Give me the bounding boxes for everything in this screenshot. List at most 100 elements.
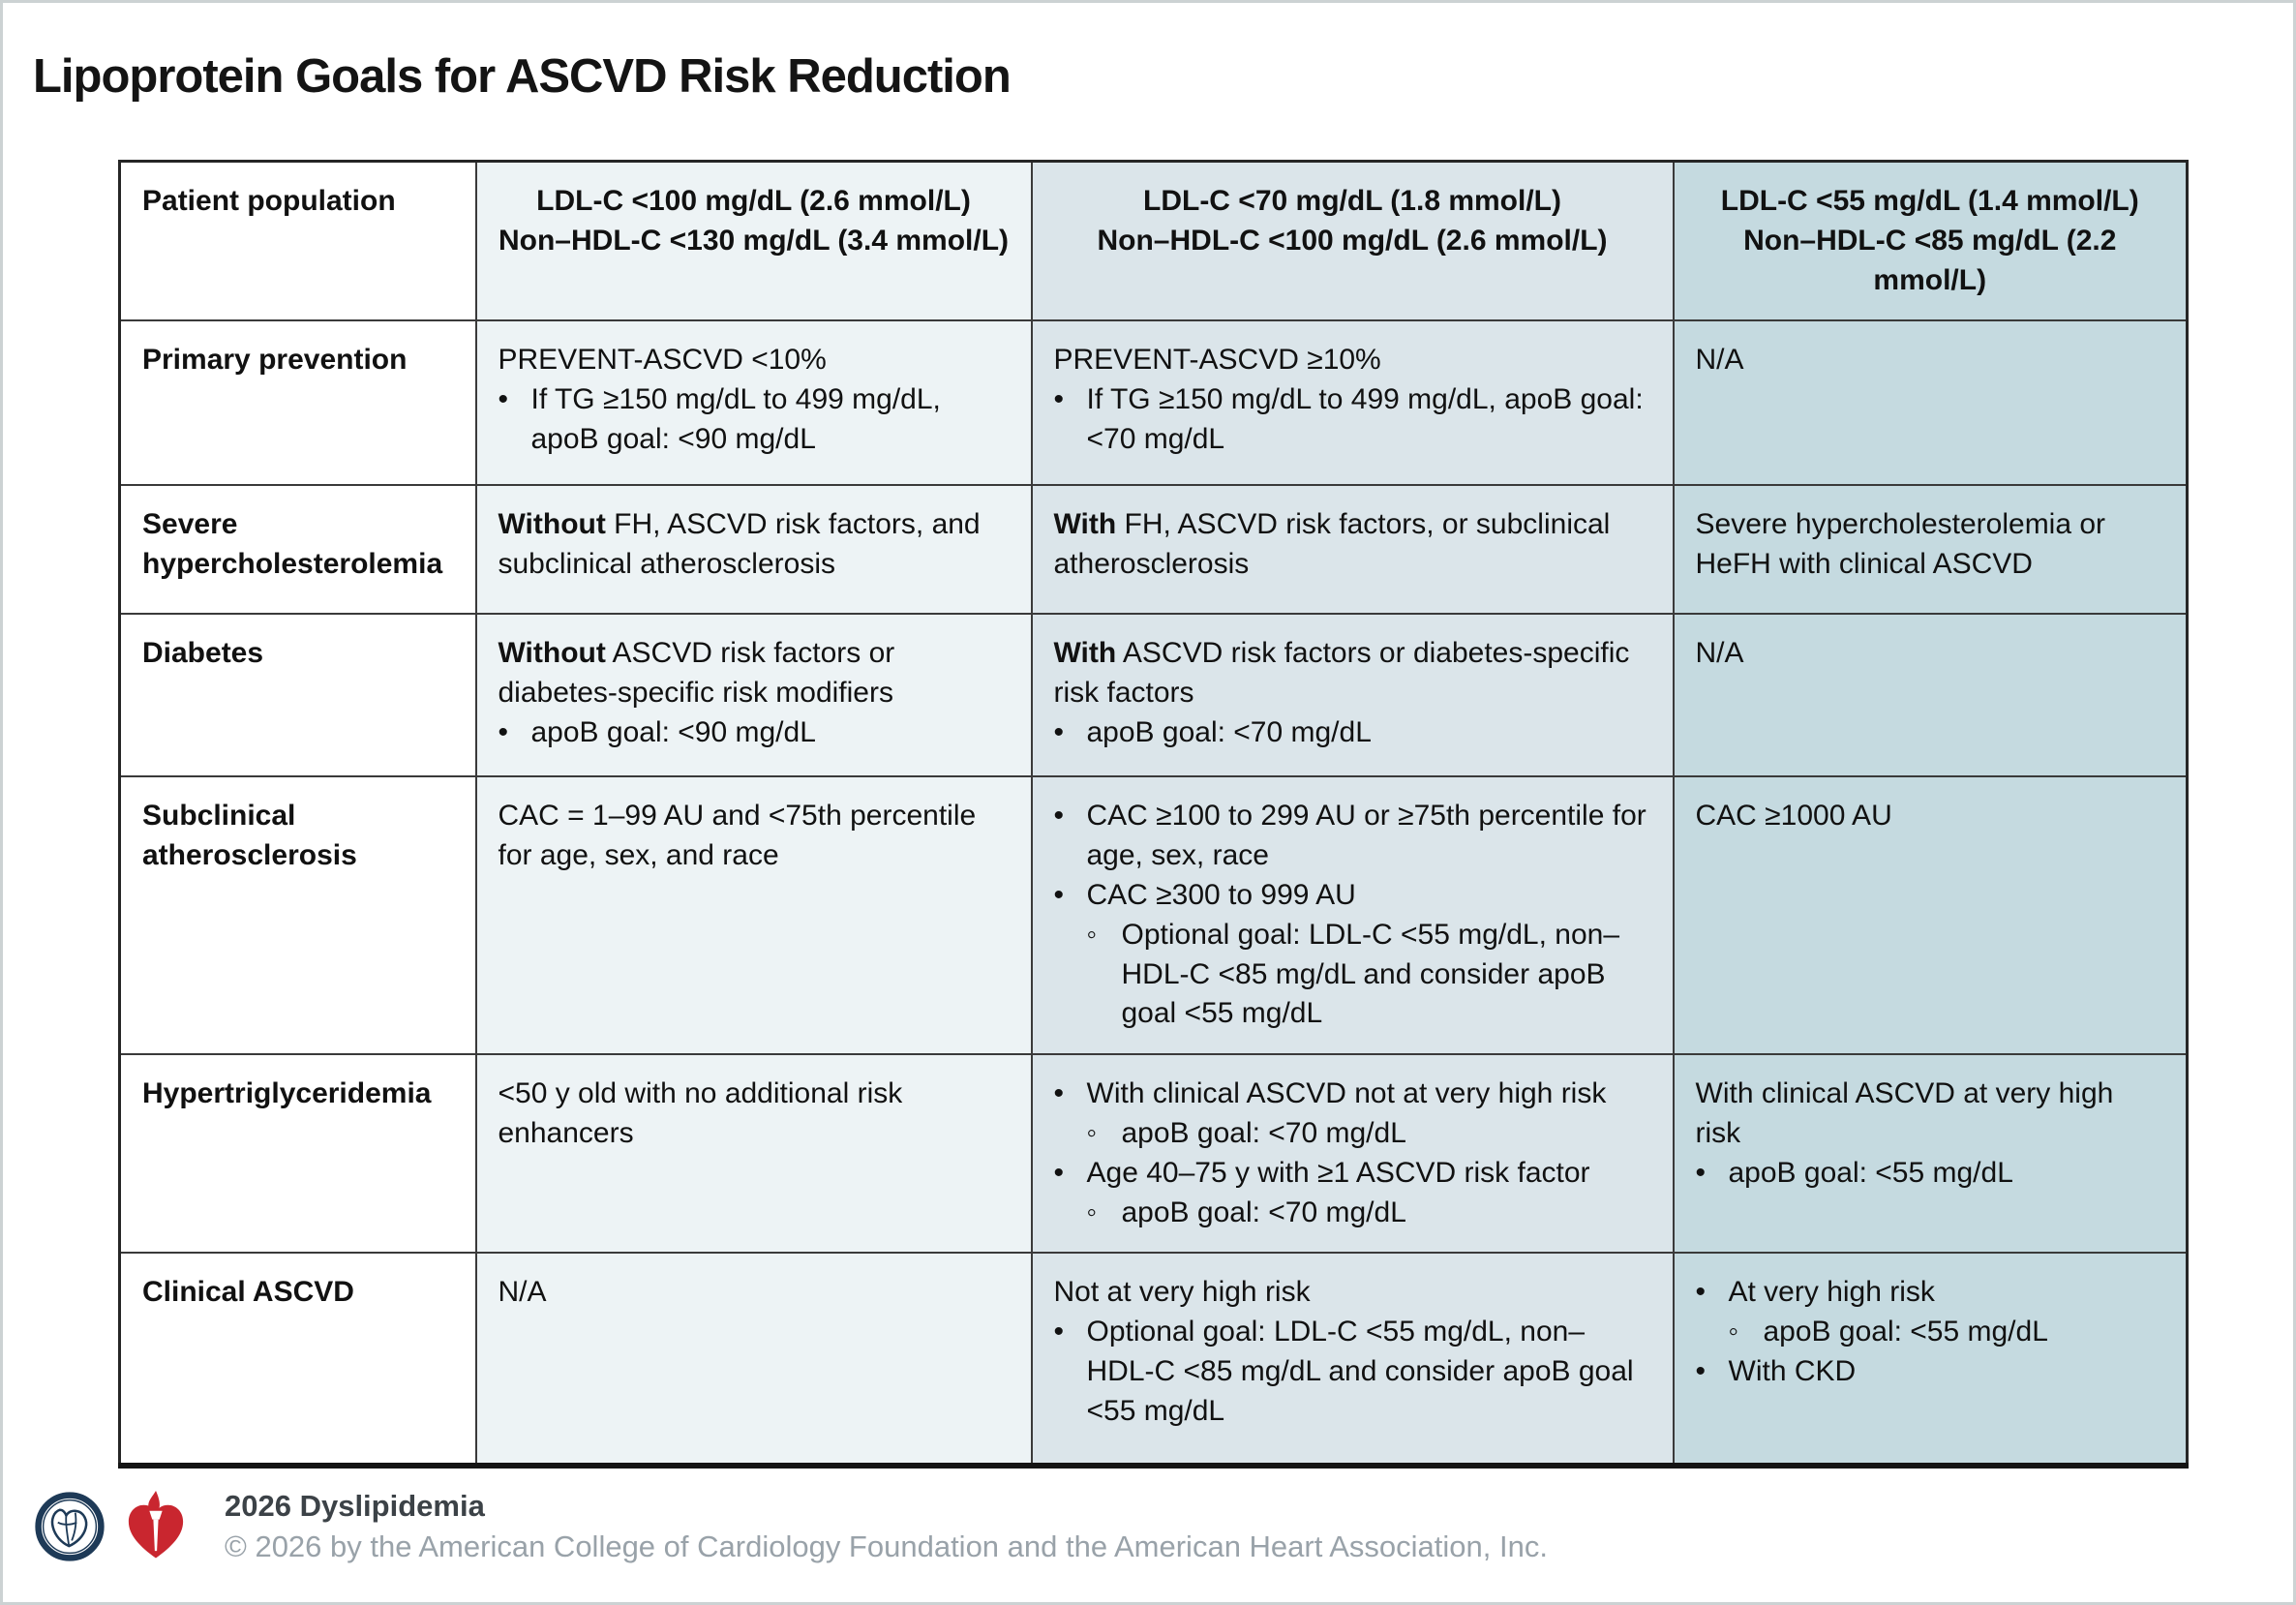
lipoprotein-goals-table: Patient population LDL-C <100 mg/dL (2.6… (118, 160, 2189, 1469)
row-label: Clinical ASCVD (118, 1252, 477, 1468)
page-title: Lipoprotein Goals for ASCVD Risk Reducti… (33, 49, 1012, 103)
cell-text: CAC ≥300 to 999 AU (1086, 878, 1356, 911)
acc-logo-icon (35, 1492, 105, 1561)
cell-text: apoB goal: <90 mg/dL (530, 715, 816, 748)
text-line: With ASCVD risk factors or diabetes-spec… (1054, 634, 1651, 713)
footer-logos (35, 1489, 192, 1564)
cell-text: apoB goal: <70 mg/dL (1121, 1116, 1406, 1149)
footer: 2026 Dyslipidemia © 2026 by the American… (35, 1489, 1548, 1564)
bullet-marker: ◦ (1086, 1116, 1098, 1149)
bullet-marker: • (1053, 878, 1065, 911)
bullet-line: ◦ apoB goal: <55 mg/dL (1729, 1313, 2165, 1352)
cell-text: With clinical ASCVD not at very high ris… (1086, 1077, 1607, 1110)
goal-cell: • With clinical ASCVD not at very high ri… (1030, 1053, 1675, 1255)
bullet-line: • If TG ≥150 mg/dL to 499 mg/dL, apoB goa… (1054, 380, 1651, 460)
cell-text: With CKD (1728, 1354, 1857, 1387)
table-row: Primary prevention PREVENT-ASCVD <10% • If … (118, 319, 2189, 487)
text-line: <50 y old with no additional risk enhanc… (498, 1075, 1010, 1154)
cell-text: PREVENT-ASCVD ≥10% (1053, 344, 1381, 377)
bullet-marker: • (498, 715, 509, 748)
goal-cell: N/A (1672, 319, 2189, 487)
text-line: Without FH, ASCVD risk factors, and subc… (498, 505, 1010, 585)
goal-cell: Not at very high risk • Optional goal: LDL… (1030, 1252, 1675, 1468)
cell-text: N/A (1695, 637, 1744, 670)
bullet-line: • Age 40–75 y with ≥1 ASCVD risk factor (1054, 1154, 1651, 1194)
cell-text: apoB goal: <55 mg/dL (1763, 1316, 2048, 1348)
bullet-line: ◦ apoB goal: <70 mg/dL (1087, 1194, 1651, 1233)
text-line: N/A (498, 1273, 1010, 1313)
bullet-line: • Optional goal: LDL-C <55 mg/dL, non–HDL… (1054, 1313, 1651, 1431)
bullet-marker: ◦ (1086, 918, 1098, 951)
header-goal-column-3: LDL-C <55 mg/dL (1.4 mmol/L) Non–HDL-C <… (1672, 160, 2189, 322)
cell-text: With FH, ASCVD risk factors, or subclini… (1053, 508, 1611, 581)
text-line: CAC ≥1000 AU (1696, 797, 2165, 836)
table-header: Patient population LDL-C <100 mg/dL (2.6… (118, 160, 2189, 322)
text-line: With FH, ASCVD risk factors, or subclini… (1054, 505, 1651, 585)
goal-cell: Without ASCVD risk factors or diabetes-s… (474, 613, 1033, 778)
goal-cell: CAC = 1–99 AU and <75th percentile for a… (474, 775, 1033, 1056)
goal-cell: <50 y old with no additional risk enhanc… (474, 1053, 1033, 1255)
header-nonhdl-goal: Non–HDL-C <130 mg/dL (3.4 mmol/L) (498, 224, 1010, 257)
bullet-marker: • (1053, 1316, 1065, 1348)
header-ldl-goal: LDL-C <70 mg/dL (1.8 mmol/L) (1143, 185, 1561, 217)
goal-cell: • At very high risk ◦ apoB goal: <55 mg/dL •… (1672, 1252, 2189, 1468)
row-label: Hypertriglyceridemia (118, 1053, 477, 1255)
goal-cell: PREVENT-ASCVD <10% • If TG ≥150 mg/dL to 4… (474, 319, 1033, 487)
bullet-line: ◦ apoB goal: <70 mg/dL (1087, 1114, 1651, 1154)
cell-text: <50 y old with no additional risk enhanc… (498, 1077, 903, 1149)
cell-text: apoB goal: <70 mg/dL (1086, 715, 1372, 748)
bullet-marker: • (1695, 1276, 1707, 1309)
footer-text: 2026 Dyslipidemia © 2026 by the American… (225, 1489, 1548, 1564)
cell-text: apoB goal: <70 mg/dL (1121, 1196, 1406, 1228)
cell-text: CAC ≥100 to 299 AU or ≥75th percentile f… (1086, 800, 1646, 872)
goal-cell: N/A (1672, 613, 2189, 778)
goal-cell: With ASCVD risk factors or diabetes-spec… (1030, 613, 1675, 778)
table-row: Diabetes Without ASCVD risk factors or di… (118, 613, 2189, 778)
bullet-line: • CAC ≥300 to 999 AU (1054, 876, 1651, 916)
row-label: Diabetes (118, 613, 477, 778)
goal-cell: N/A (474, 1252, 1033, 1468)
text-line: PREVENT-ASCVD ≥10% (1054, 341, 1651, 380)
goal-cell: Severe hypercholesterolemia or HeFH with… (1672, 484, 2189, 616)
header-ldl-goal: LDL-C <55 mg/dL (1.4 mmol/L) (1720, 185, 2139, 217)
table-row: Clinical ASCVD N/A Not at very high risk • O… (118, 1252, 2189, 1468)
text-line: Not at very high risk (1054, 1273, 1651, 1313)
text-line: N/A (1696, 341, 2165, 380)
bullet-marker: • (1695, 1354, 1707, 1387)
goal-cell: PREVENT-ASCVD ≥10% • If TG ≥150 mg/dL to 4… (1030, 319, 1675, 487)
bullet-line: ◦ Optional goal: LDL-C <55 mg/dL, non–HDL… (1087, 916, 1651, 1034)
cell-text: If TG ≥150 mg/dL to 499 mg/dL, apoB goal… (1086, 383, 1644, 455)
bullet-line: • With CKD (1696, 1352, 2165, 1392)
bullet-line: • CAC ≥100 to 299 AU or ≥75th percentile … (1054, 797, 1651, 876)
cell-text: With clinical ASCVD at very high risk (1695, 1077, 2114, 1149)
bullet-line: • With clinical ASCVD not at very high ri… (1054, 1075, 1651, 1114)
goal-cell: With clinical ASCVD at very high risk • ap… (1672, 1053, 2189, 1255)
text-line: N/A (1696, 634, 2165, 674)
bullet-marker: • (1053, 715, 1065, 748)
header-ldl-goal: LDL-C <100 mg/dL (2.6 mmol/L) (536, 185, 971, 217)
aha-logo-icon (128, 1491, 184, 1559)
cell-text: Severe hypercholesterolemia or HeFH with… (1695, 508, 2106, 581)
header-row: Patient population LDL-C <100 mg/dL (2.6… (118, 160, 2189, 322)
cell-text: Age 40–75 y with ≥1 ASCVD risk factor (1086, 1156, 1590, 1189)
cell-text: apoB goal: <55 mg/dL (1728, 1156, 2013, 1189)
goal-cell: Without FH, ASCVD risk factors, and subc… (474, 484, 1033, 616)
cell-text: N/A (498, 1276, 547, 1309)
bullet-marker: • (1053, 383, 1065, 416)
cell-text: CAC = 1–99 AU and <75th percentile for a… (498, 800, 977, 872)
goal-cell: • CAC ≥100 to 299 AU or ≥75th percentile … (1030, 775, 1675, 1056)
bullet-marker: ◦ (1086, 1196, 1098, 1228)
cell-text: Without FH, ASCVD risk factors, and subc… (498, 508, 981, 581)
bullet-marker: • (498, 383, 509, 416)
text-line: With clinical ASCVD at very high risk (1696, 1075, 2165, 1154)
row-label: Primary prevention (118, 319, 477, 487)
cell-text: N/A (1695, 344, 1744, 377)
footer-program: 2026 Dyslipidemia (225, 1489, 485, 1523)
bullet-line: • If TG ≥150 mg/dL to 499 mg/dL, apoB goa… (498, 380, 1010, 460)
bullet-marker: • (1053, 1156, 1065, 1189)
cell-text: If TG ≥150 mg/dL to 499 mg/dL, apoB goal… (530, 383, 941, 455)
cell-text: CAC ≥1000 AU (1695, 800, 1892, 833)
text-line: CAC = 1–99 AU and <75th percentile for a… (498, 797, 1010, 876)
bullet-marker: ◦ (1728, 1316, 1739, 1348)
header-patient-population: Patient population (118, 160, 477, 322)
